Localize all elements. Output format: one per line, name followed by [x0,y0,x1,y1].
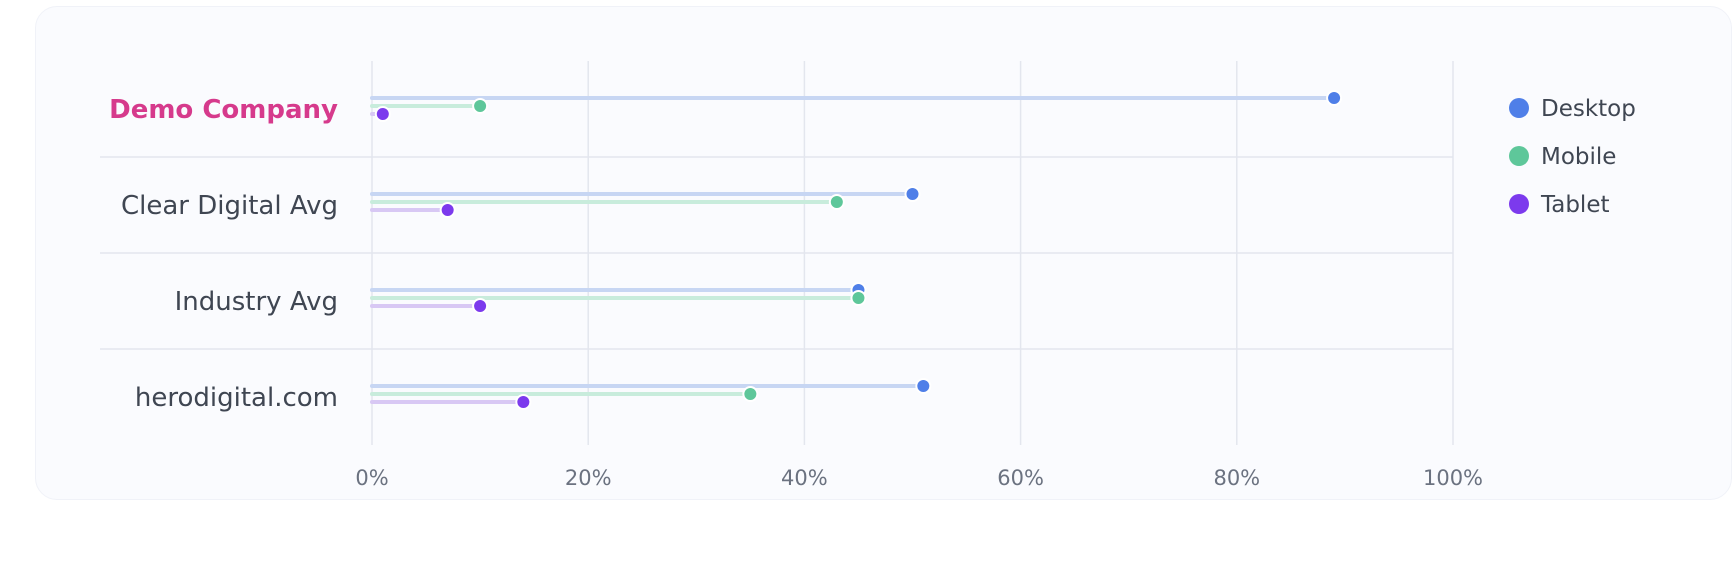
category-label: Clear Digital Avg [121,191,338,221]
data-point-desktop[interactable] [915,378,932,394]
category-label: herodigital.com [135,383,338,413]
legend: Desktop Mobile Tablet [1509,96,1636,218]
data-point-mobile[interactable] [742,386,759,402]
category-label: Demo Company [109,95,338,125]
data-point-tablet[interactable] [472,298,489,314]
legend-label: Mobile [1541,144,1616,170]
legend-swatch-tablet [1509,194,1529,214]
legend-label: Tablet [1540,192,1610,218]
data-point-desktop[interactable] [904,186,921,202]
x-tick-label: 60% [997,466,1044,490]
legend-label: Desktop [1541,96,1636,122]
x-tick-label: 80% [1213,466,1260,490]
x-tick-label: 20% [565,466,612,490]
x-tick-label: 100% [1423,466,1483,490]
data-point-mobile[interactable] [850,290,867,306]
category-label: Industry Avg [175,287,338,317]
bars-layer [370,90,1343,410]
data-point-desktop[interactable] [1326,90,1343,106]
grid-layer [100,61,1454,445]
x-tick-label: 0% [355,466,388,490]
data-point-tablet[interactable] [374,106,391,122]
data-point-tablet[interactable] [439,202,456,218]
data-point-mobile[interactable] [472,98,489,114]
data-point-mobile[interactable] [828,194,845,210]
data-point-tablet[interactable] [515,394,532,410]
x-tick-label: 40% [781,466,828,490]
labels-layer: 0% 20% 40% 60% 80% 100% Demo Company Clear Digi… [109,95,1483,490]
legend-swatch-desktop [1509,98,1529,118]
legend-swatch-mobile [1509,146,1529,166]
